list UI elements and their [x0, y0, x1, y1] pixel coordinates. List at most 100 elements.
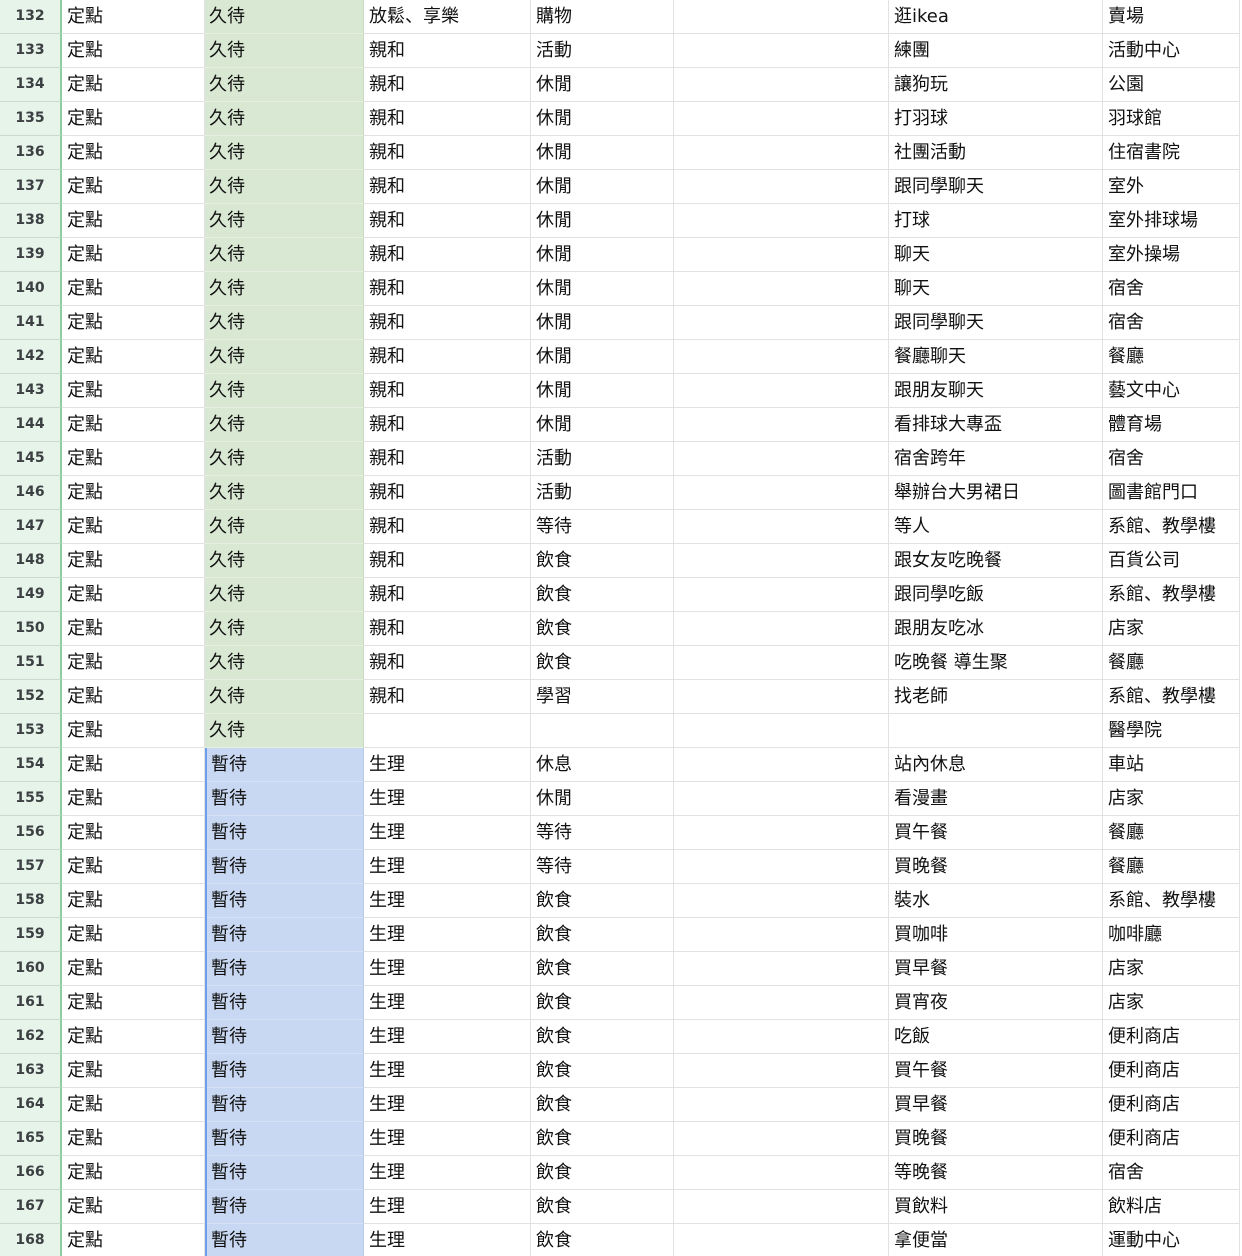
cell-activity[interactable]: 跟女友吃晚餐 [889, 544, 1103, 578]
cell-location[interactable]: 藝文中心 [1103, 374, 1240, 408]
cell-empty[interactable] [674, 1020, 889, 1054]
cell-duration[interactable]: 久待 [205, 340, 364, 374]
cell-duration[interactable]: 暫待 [205, 986, 364, 1020]
cell-category[interactable]: 親和 [364, 646, 531, 680]
cell-activity-type[interactable]: 飲食 [531, 1020, 674, 1054]
cell-activity-type[interactable]: 活動 [531, 476, 674, 510]
cell-location[interactable]: 醫學院 [1103, 714, 1240, 748]
cell-category[interactable]: 生理 [364, 748, 531, 782]
cell-empty[interactable] [674, 68, 889, 102]
row-header[interactable]: 132 [0, 0, 62, 34]
cell-activity-type[interactable]: 飲食 [531, 1122, 674, 1156]
cell-category[interactable]: 親和 [364, 306, 531, 340]
cell-type[interactable]: 定點 [62, 0, 205, 34]
cell-location[interactable]: 飲料店 [1103, 1190, 1240, 1224]
cell-type[interactable]: 定點 [62, 408, 205, 442]
cell-type[interactable]: 定點 [62, 306, 205, 340]
cell-type[interactable]: 定點 [62, 136, 205, 170]
cell-empty[interactable] [674, 408, 889, 442]
row-header[interactable]: 161 [0, 986, 62, 1020]
cell-duration[interactable]: 久待 [205, 238, 364, 272]
cell-location[interactable]: 宿舍 [1103, 306, 1240, 340]
cell-activity[interactable]: 買午餐 [889, 816, 1103, 850]
cell-category[interactable]: 親和 [364, 68, 531, 102]
cell-category[interactable]: 親和 [364, 612, 531, 646]
cell-activity-type[interactable]: 休閒 [531, 306, 674, 340]
cell-activity[interactable]: 拿便當 [889, 1224, 1103, 1256]
cell-activity[interactable]: 等人 [889, 510, 1103, 544]
cell-activity-type[interactable]: 休閒 [531, 136, 674, 170]
cell-category[interactable]: 生理 [364, 1122, 531, 1156]
cell-duration[interactable]: 暫待 [205, 1054, 364, 1088]
cell-location[interactable]: 店家 [1103, 782, 1240, 816]
cell-activity[interactable]: 吃飯 [889, 1020, 1103, 1054]
cell-category[interactable]: 生理 [364, 918, 531, 952]
row-header[interactable]: 164 [0, 1088, 62, 1122]
cell-type[interactable]: 定點 [62, 204, 205, 238]
cell-empty[interactable] [674, 136, 889, 170]
cell-empty[interactable] [674, 102, 889, 136]
cell-duration[interactable]: 久待 [205, 374, 364, 408]
cell-empty[interactable] [674, 918, 889, 952]
cell-activity[interactable]: 跟同學吃飯 [889, 578, 1103, 612]
cell-type[interactable]: 定點 [62, 170, 205, 204]
cell-activity-type[interactable]: 飲食 [531, 1088, 674, 1122]
cell-type[interactable]: 定點 [62, 442, 205, 476]
cell-location[interactable]: 運動中心 [1103, 1224, 1240, 1256]
cell-duration[interactable]: 久待 [205, 476, 364, 510]
row-header[interactable]: 140 [0, 272, 62, 306]
cell-duration[interactable]: 暫待 [205, 952, 364, 986]
cell-type[interactable]: 定點 [62, 1088, 205, 1122]
cell-location[interactable]: 住宿書院 [1103, 136, 1240, 170]
cell-location[interactable]: 便利商店 [1103, 1054, 1240, 1088]
cell-location[interactable]: 宿舍 [1103, 1156, 1240, 1190]
cell-empty[interactable] [674, 884, 889, 918]
cell-duration[interactable]: 暫待 [205, 918, 364, 952]
cell-duration[interactable]: 久待 [205, 442, 364, 476]
cell-location[interactable]: 圖書館門口 [1103, 476, 1240, 510]
cell-location[interactable]: 宿舍 [1103, 442, 1240, 476]
cell-type[interactable]: 定點 [62, 374, 205, 408]
cell-activity[interactable]: 跟同學聊天 [889, 306, 1103, 340]
cell-activity[interactable]: 買午餐 [889, 1054, 1103, 1088]
cell-location[interactable]: 室外 [1103, 170, 1240, 204]
cell-type[interactable]: 定點 [62, 952, 205, 986]
cell-type[interactable]: 定點 [62, 1190, 205, 1224]
row-header[interactable]: 158 [0, 884, 62, 918]
cell-activity-type[interactable]: 休閒 [531, 782, 674, 816]
row-header[interactable]: 137 [0, 170, 62, 204]
cell-duration[interactable]: 久待 [205, 170, 364, 204]
cell-activity-type[interactable]: 飲食 [531, 578, 674, 612]
cell-duration[interactable]: 久待 [205, 34, 364, 68]
cell-category[interactable]: 親和 [364, 170, 531, 204]
cell-type[interactable]: 定點 [62, 1156, 205, 1190]
row-header[interactable]: 142 [0, 340, 62, 374]
cell-activity-type[interactable]: 休閒 [531, 68, 674, 102]
cell-duration[interactable]: 久待 [205, 544, 364, 578]
cell-empty[interactable] [674, 782, 889, 816]
cell-location[interactable]: 宿舍 [1103, 272, 1240, 306]
cell-category[interactable]: 生理 [364, 1020, 531, 1054]
cell-duration[interactable]: 暫待 [205, 1224, 364, 1256]
cell-category[interactable]: 親和 [364, 102, 531, 136]
cell-type[interactable]: 定點 [62, 680, 205, 714]
cell-type[interactable]: 定點 [62, 272, 205, 306]
row-header[interactable]: 141 [0, 306, 62, 340]
cell-activity[interactable]: 逛ikea [889, 0, 1103, 34]
cell-duration[interactable]: 久待 [205, 0, 364, 34]
cell-activity[interactable]: 站內休息 [889, 748, 1103, 782]
cell-category[interactable] [364, 714, 531, 748]
cell-duration[interactable]: 久待 [205, 204, 364, 238]
row-header[interactable]: 160 [0, 952, 62, 986]
row-header[interactable]: 133 [0, 34, 62, 68]
cell-activity[interactable]: 練團 [889, 34, 1103, 68]
cell-empty[interactable] [674, 1122, 889, 1156]
cell-activity[interactable] [889, 714, 1103, 748]
cell-type[interactable]: 定點 [62, 850, 205, 884]
cell-category[interactable]: 生理 [364, 782, 531, 816]
cell-category[interactable]: 親和 [364, 408, 531, 442]
cell-empty[interactable] [674, 952, 889, 986]
cell-type[interactable]: 定點 [62, 34, 205, 68]
cell-activity[interactable]: 看漫畫 [889, 782, 1103, 816]
cell-location[interactable]: 系館、教學樓 [1103, 578, 1240, 612]
